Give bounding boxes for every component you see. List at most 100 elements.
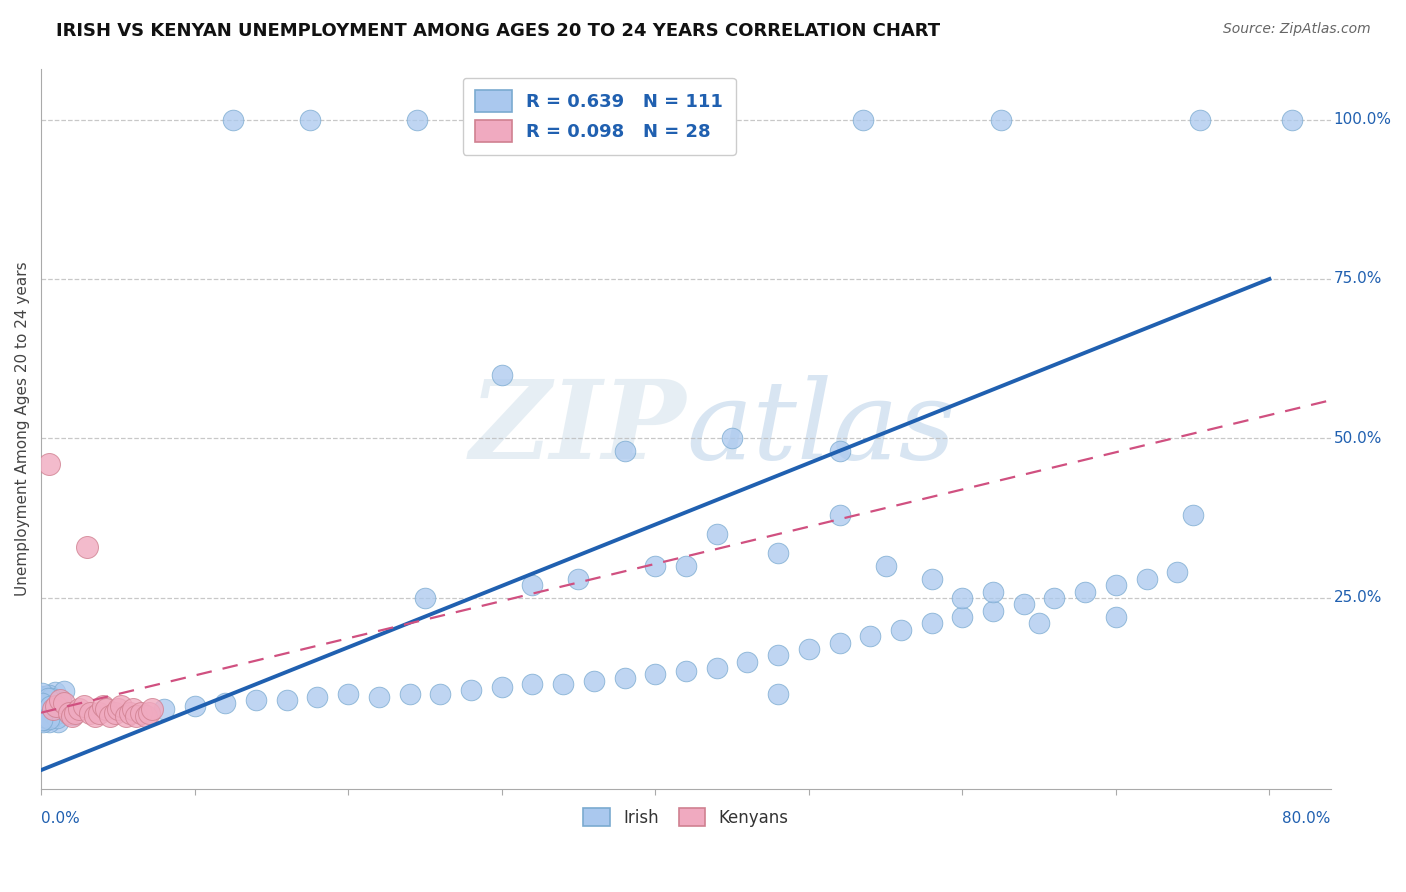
Point (406, 112, 429, 127)
Point (981, 584, 1004, 599)
Point (63, 706, 86, 720)
Point (675, 664, 697, 678)
Point (337, 687, 360, 701)
Point (183, 699, 205, 714)
Point (921, 616, 943, 631)
Point (828, 635, 851, 649)
Point (60, 709, 83, 723)
Point (828, 444, 851, 458)
Point (38, 712, 60, 726)
Point (52, 684, 75, 698)
Point (39, 698, 62, 712)
Point (42, 691, 65, 706)
Point (89, 706, 111, 720)
Point (38, 705, 60, 719)
Point (522, 578, 544, 592)
Point (644, 559, 666, 574)
Point (107, 702, 129, 716)
Point (38, 457, 60, 471)
Point (429, 687, 451, 701)
Point (706, 112, 728, 127)
Point (32, 691, 55, 706)
Point (134, 709, 156, 723)
Point (104, 706, 127, 720)
Point (522, 677, 544, 691)
Point (797, 641, 820, 656)
Point (31, 686, 53, 700)
Point (613, 444, 636, 458)
Point (875, 559, 897, 574)
Point (1135, 572, 1157, 586)
Point (39, 690, 62, 705)
Point (644, 667, 666, 681)
Point (69, 702, 91, 716)
Point (851, 112, 873, 127)
Point (276, 693, 298, 707)
Point (1181, 508, 1204, 522)
Point (38, 693, 60, 707)
Y-axis label: Unemployment Among Ages 20 to 24 years: Unemployment Among Ages 20 to 24 years (15, 261, 30, 596)
Point (42, 706, 65, 721)
Point (1281, 112, 1303, 127)
Point (38, 693, 60, 707)
Point (31, 700, 53, 714)
Point (31, 710, 53, 724)
Point (582, 673, 605, 688)
Point (62, 708, 84, 723)
Point (46, 708, 69, 723)
Point (94, 702, 117, 716)
Point (491, 680, 513, 694)
Point (32, 708, 55, 723)
Point (766, 546, 789, 560)
Point (890, 623, 912, 637)
Point (981, 604, 1004, 618)
Point (34, 704, 56, 718)
Point (1028, 616, 1050, 631)
Point (1105, 610, 1128, 624)
Point (34, 689, 56, 703)
Point (91, 699, 114, 714)
Point (31, 699, 53, 714)
Point (675, 559, 697, 574)
Point (110, 699, 132, 714)
Point (859, 629, 882, 643)
Point (63, 706, 86, 720)
Point (567, 572, 589, 586)
Point (37, 695, 59, 709)
Point (41, 694, 63, 708)
Point (950, 591, 973, 605)
Point (828, 508, 851, 522)
Point (32, 713, 55, 727)
Point (214, 696, 236, 710)
Point (38, 694, 60, 708)
Point (737, 655, 759, 669)
Point (31, 690, 53, 705)
Point (31, 696, 53, 710)
Point (138, 706, 160, 720)
Point (307, 690, 329, 704)
Point (950, 610, 973, 624)
Point (41, 699, 63, 714)
Point (34, 708, 56, 723)
Point (56, 706, 79, 721)
Text: 50.0%: 50.0% (1333, 431, 1382, 446)
Point (367, 690, 389, 704)
Text: atlas: atlas (686, 376, 956, 483)
Point (73, 699, 96, 714)
Point (613, 671, 636, 685)
Point (38, 689, 60, 703)
Point (45, 711, 67, 725)
Text: 25.0%: 25.0% (1333, 591, 1382, 606)
Point (766, 648, 789, 663)
Point (122, 702, 145, 716)
Point (46, 693, 69, 707)
Point (31, 713, 53, 727)
Text: ZIP: ZIP (470, 376, 686, 483)
Point (44, 685, 66, 699)
Point (141, 702, 163, 716)
Point (298, 112, 321, 127)
Point (34, 690, 56, 705)
Point (245, 693, 267, 707)
Point (766, 687, 789, 701)
Point (48, 715, 70, 730)
